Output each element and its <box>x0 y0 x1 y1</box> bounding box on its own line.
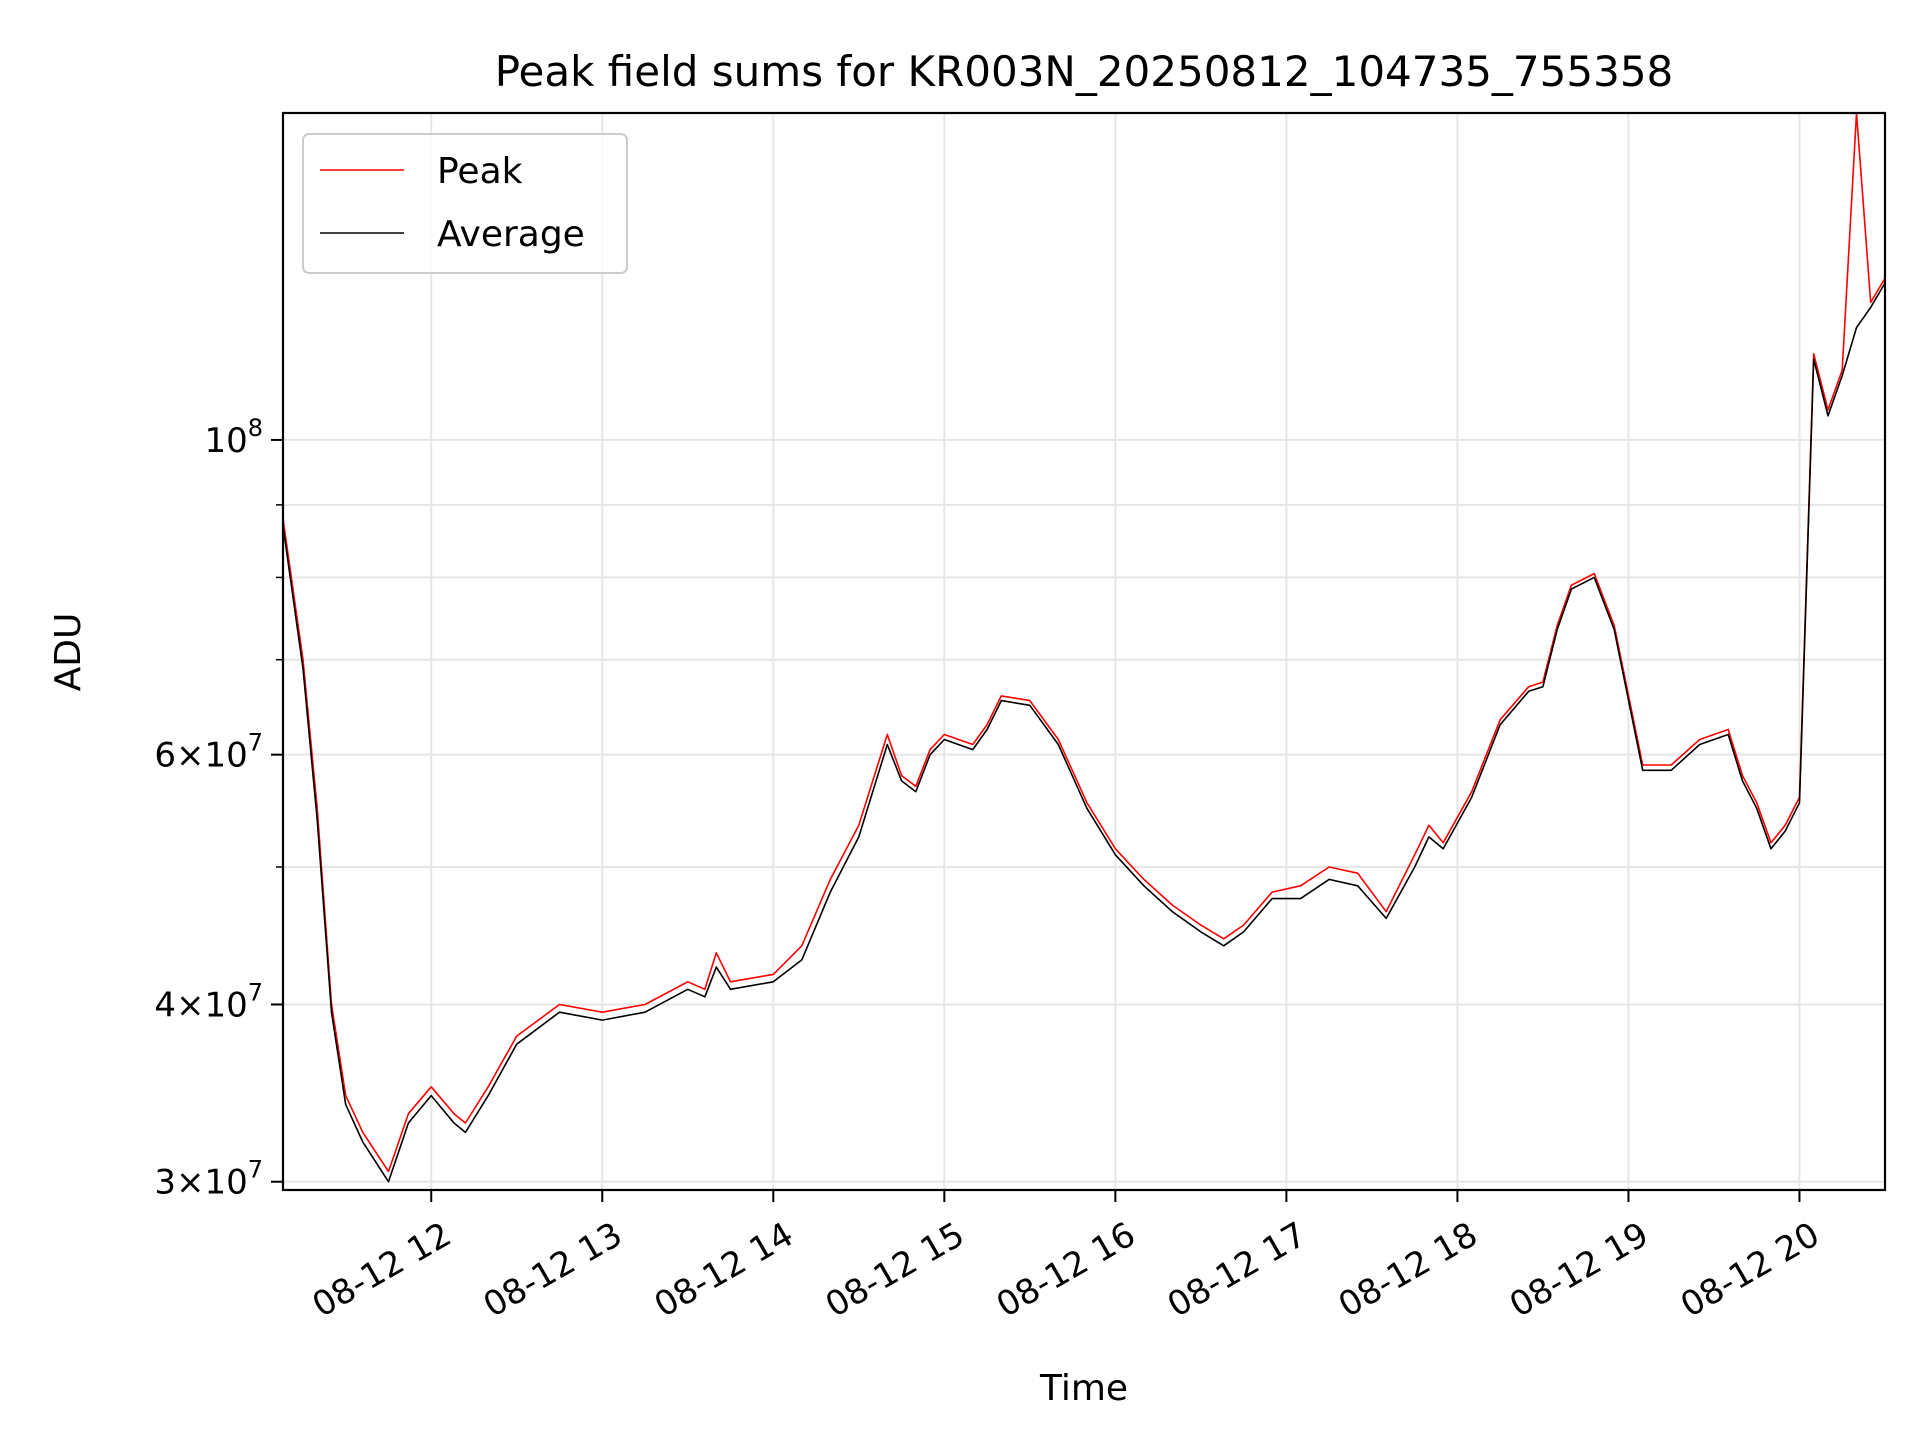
legend-label-average: Average <box>437 214 585 255</box>
legend: Peak Average <box>302 133 628 274</box>
y-axis-label: ADU <box>48 613 89 692</box>
chart-title: Peak field sums for KR003N_20250812_1047… <box>495 47 1674 96</box>
x-axis-label: Time <box>1039 1368 1128 1409</box>
plot-frame <box>281 111 1887 1192</box>
series-group <box>283 113 1885 1183</box>
y-tick-label: 3×107 <box>154 1156 263 1203</box>
y-tick-label: 4×107 <box>154 978 263 1025</box>
y-tick-label: 6×107 <box>154 729 263 776</box>
grid <box>283 113 1885 1190</box>
legend-box <box>302 133 628 274</box>
legend-label-peak: Peak <box>437 151 523 192</box>
series-line-peak <box>283 113 1885 1173</box>
series-line-average <box>283 282 1885 1183</box>
